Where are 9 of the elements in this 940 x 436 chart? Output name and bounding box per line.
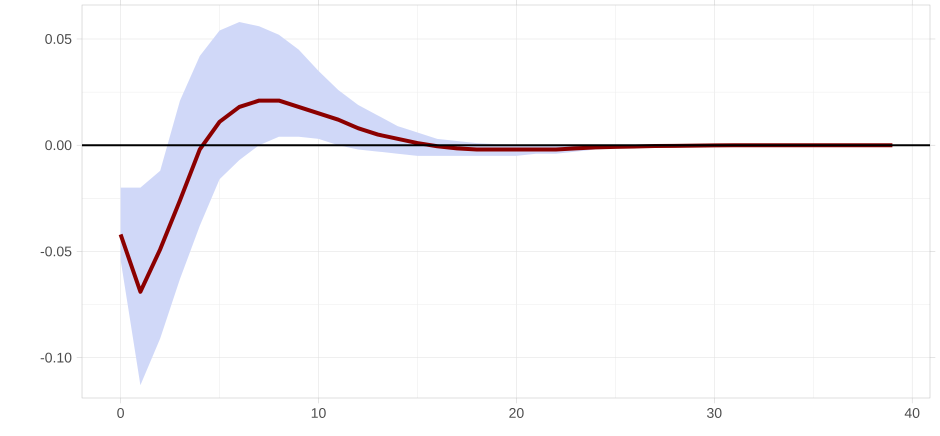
- y-tick-label: 0.05: [45, 34, 72, 44]
- x-tick-label: 30: [707, 408, 722, 418]
- y-tick-label: -0.10: [40, 352, 72, 363]
- x-tick-label: 10: [312, 408, 326, 418]
- x-tick-label: 20: [509, 408, 524, 418]
- y-tick-label: -0.05: [40, 246, 72, 256]
- x-tick-label: 0: [117, 408, 124, 418]
- x-tick-label: 40: [904, 408, 920, 418]
- y-tick-label: 0.00: [45, 140, 72, 150]
